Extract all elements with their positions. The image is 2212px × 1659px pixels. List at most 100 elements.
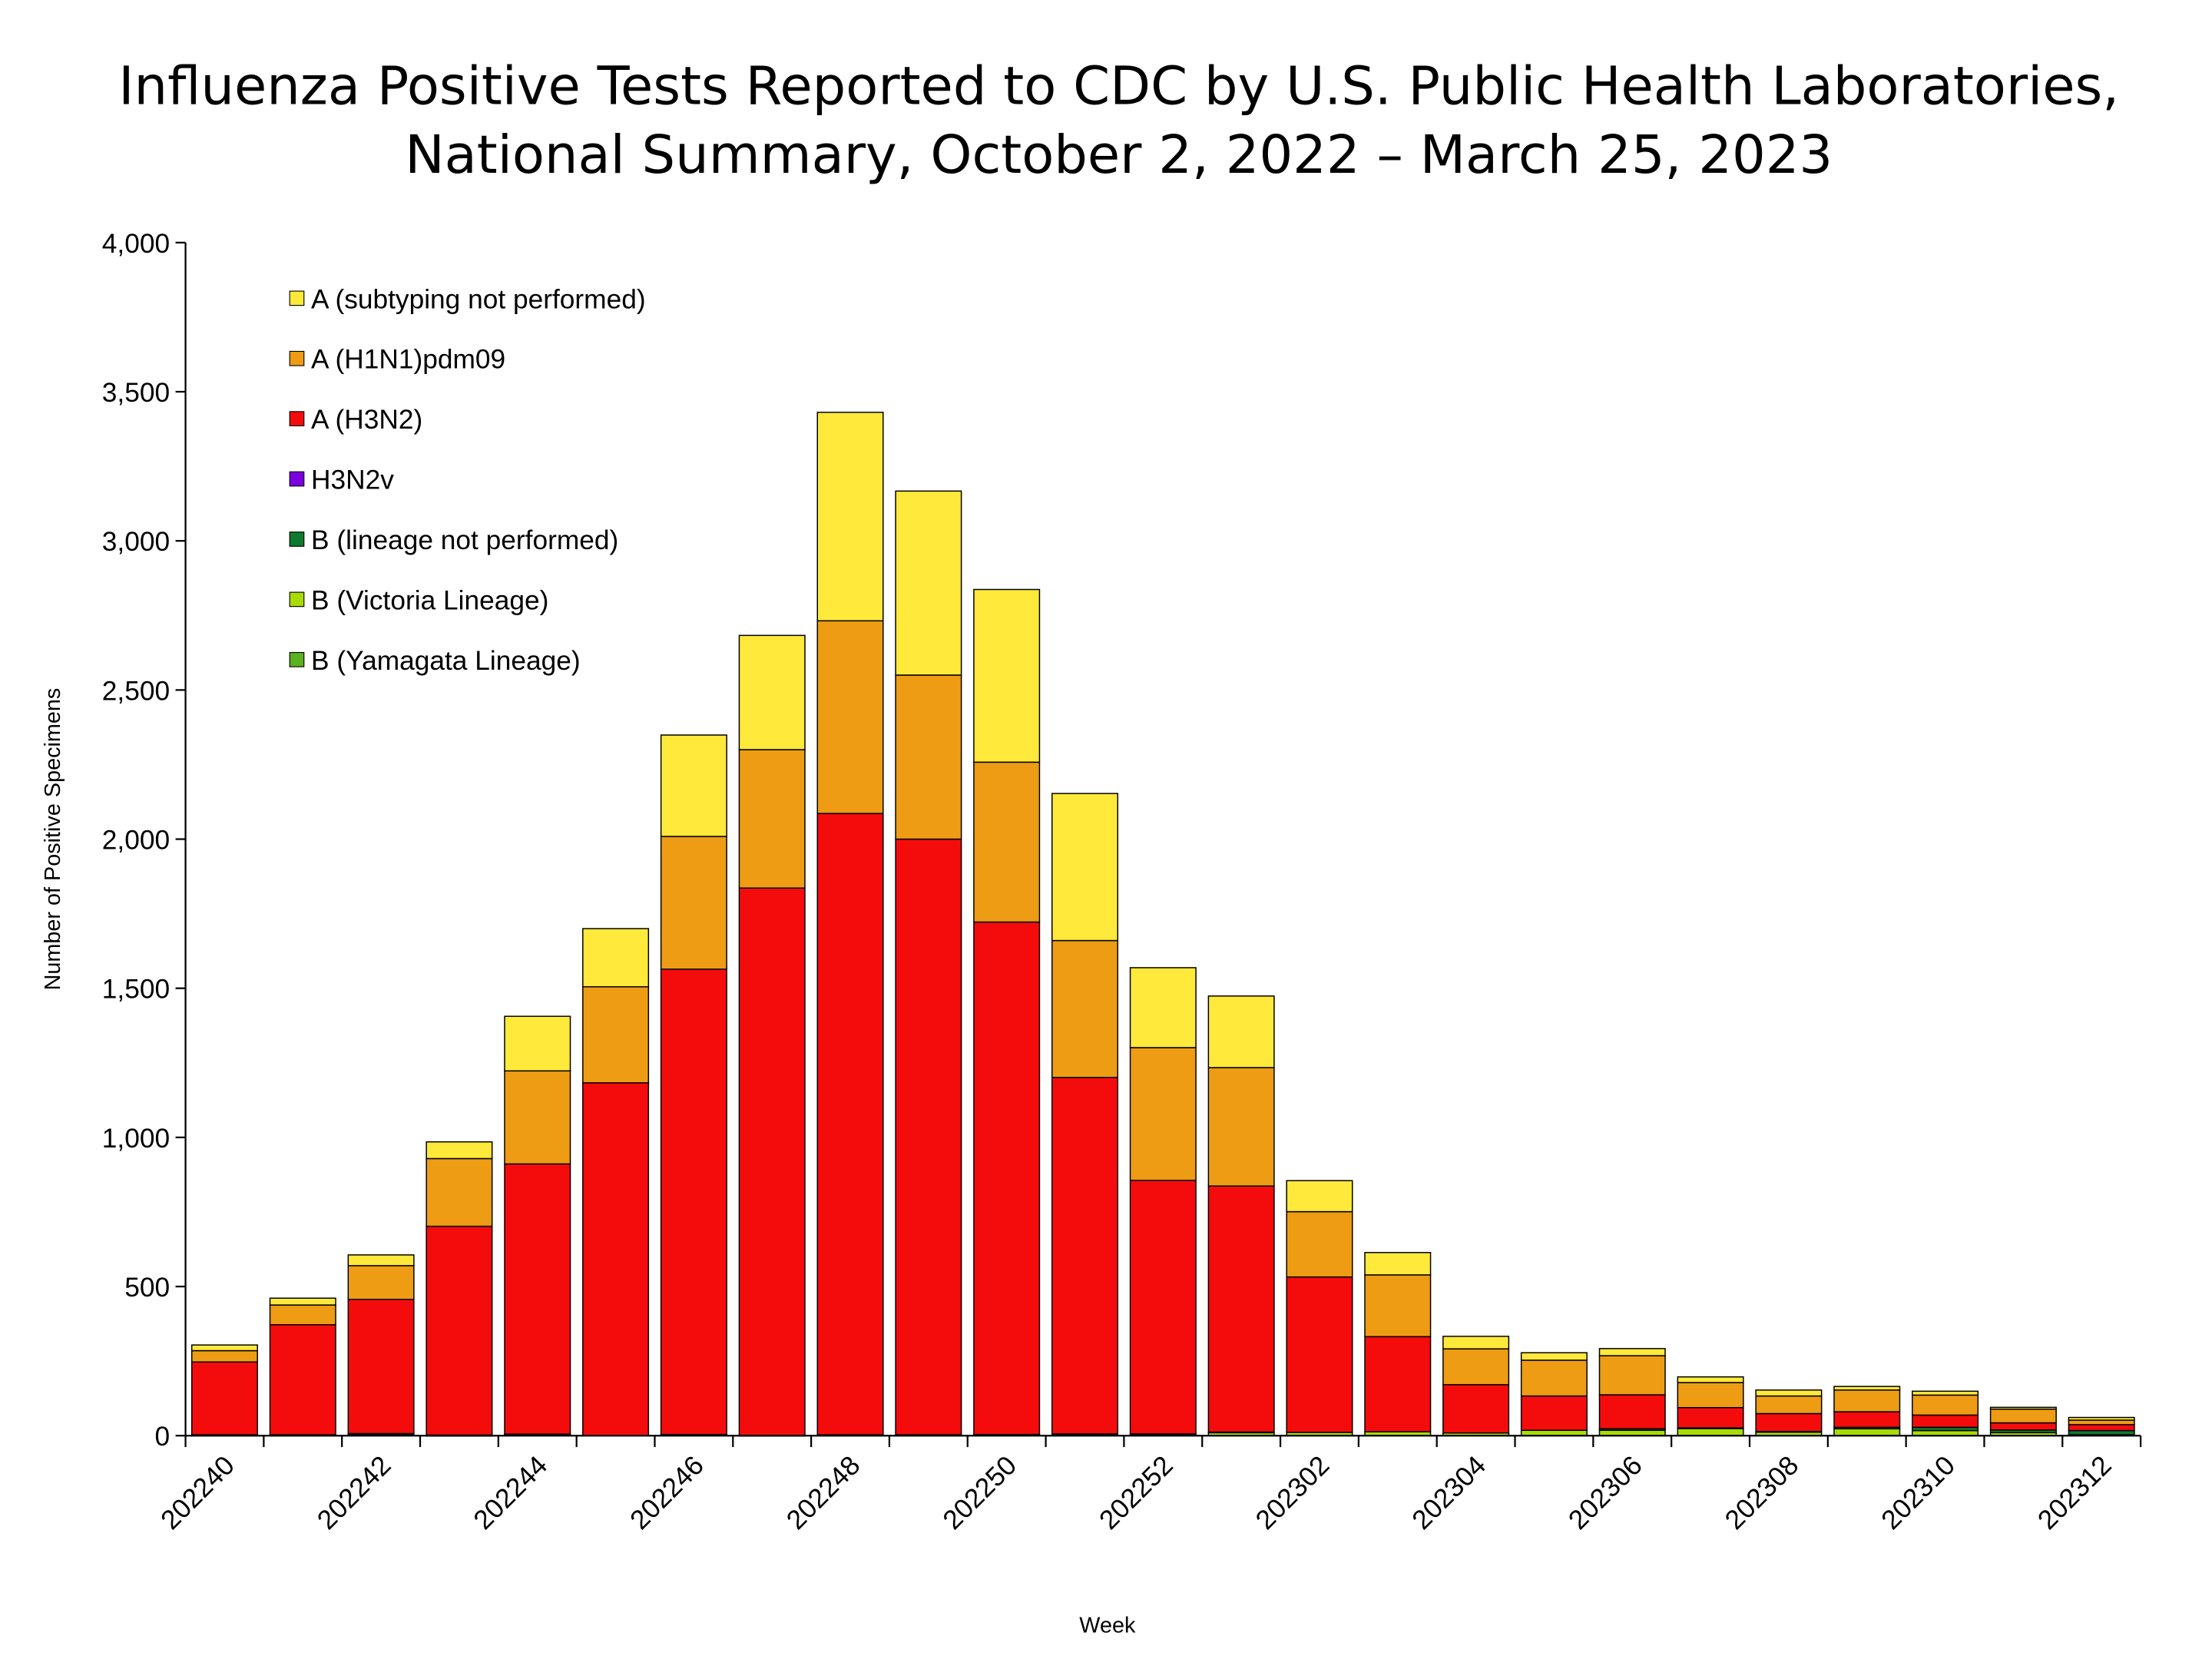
bar-segment-a-h1n1-pdm09-202310 [1912,1394,1979,1416]
bar-stack-202244 [504,1015,571,1436]
bar-stack-202252 [1129,967,1197,1436]
bar-segment-a-h3n2--202240 [190,1361,258,1435]
bar-segment-a-subtyping-not-performed--202310 [1912,1390,1979,1396]
bar-segment-a-h1n1-pdm09-202312 [2068,1419,2135,1426]
bar-segment-a-subtyping-not-performed--202311 [1989,1406,2057,1410]
x-tick-label: 202304 [1406,1450,1492,1535]
bar-stack-202251 [1051,793,1119,1436]
bar-segment-b-victoria-lineage--202307 [1677,1428,1744,1436]
bar-segment-a-h3n2--202306 [1598,1394,1666,1430]
bar-stack-202245 [582,928,650,1436]
bar-segment-a-h1n1-pdm09-202243 [426,1157,493,1227]
bar-segment-a-h1n1-pdm09-202250 [973,761,1041,923]
bar-segment-a-h3n2--202241 [269,1324,336,1435]
bar-stack-202240 [190,1344,258,1437]
bar-segment-a-subtyping-not-performed--202312 [2068,1416,2135,1421]
bar-segment-a-h1n1-pdm09-202251 [1051,939,1119,1078]
legend-label: A (H3N2) [311,405,422,435]
x-tick-label: 202242 [312,1450,397,1535]
legend-swatch [289,531,305,547]
bar-stack-202243 [426,1141,493,1437]
bar-stack-202248 [816,412,884,1437]
bar-segment-a-subtyping-not-performed--202251 [1051,793,1119,942]
bar-segment-a-subtyping-not-performed--202243 [426,1141,493,1160]
bar-segment-a-h1n1-pdm09-202311 [1989,1408,2057,1424]
x-tick-label: 202302 [1250,1450,1336,1535]
bar-segment-a-h3n2--202305 [1520,1395,1588,1431]
bar-segment-a-h3n2--202247 [738,887,806,1436]
legend-swatch [289,350,305,366]
bar-segment-a-subtyping-not-performed--202304 [1442,1336,1510,1349]
bar-stack-202307 [1677,1376,1744,1436]
bar-segment-a-h1n1-pdm09-202248 [816,620,884,814]
bar-segment-a-subtyping-not-performed--202303 [1364,1252,1432,1276]
legend-item: A (H1N1)pdm09 [289,345,505,375]
bar-segment-a-h3n2--202312 [2068,1424,2135,1432]
bar-segment-a-subtyping-not-performed--202249 [895,490,962,676]
bar-stack-202241 [269,1297,336,1437]
bar-stack-202306 [1598,1348,1666,1436]
bar-stack-202312 [2068,1416,2135,1436]
bar-segment-a-h3n2--202303 [1364,1336,1432,1432]
x-tick-label: 202246 [624,1450,710,1535]
bar-segment-a-h1n1-pdm09-202308 [1755,1395,1823,1415]
bar-segment-a-h1n1-pdm09-202249 [895,674,962,840]
bar-segment-a-h1n1-pdm09-202245 [582,986,650,1084]
bar-segment-a-h1n1-pdm09-202303 [1364,1274,1432,1338]
bar-segment-a-subtyping-not-performed--202308 [1755,1389,1823,1397]
x-tick-label: 202308 [1720,1450,1805,1535]
x-tick-label: 202248 [781,1450,866,1535]
bar-segment-a-h3n2--202310 [1912,1414,1979,1429]
legend-swatch [289,591,305,608]
bars-layer [190,412,2135,1437]
bar-segment-a-h3n2--202309 [1833,1411,1901,1429]
bar-segment-a-subtyping-not-performed--202247 [738,634,806,750]
bar-segment-a-subtyping-not-performed--202241 [269,1297,336,1306]
bar-segment-a-h3n2--202301 [1207,1185,1275,1433]
bar-segment-a-h3n2--202245 [582,1082,650,1436]
legend-label: H3N2v [311,465,394,495]
bar-segment-a-h1n1-pdm09-202244 [504,1070,571,1165]
bar-segment-a-h3n2--202242 [347,1299,415,1435]
bar-segment-a-h1n1-pdm09-202240 [190,1349,258,1363]
bar-stack-202247 [738,634,806,1437]
x-axis-title: Week [1079,1614,1136,1638]
bar-segment-a-h1n1-pdm09-202246 [660,836,727,970]
legend-swatch [289,290,305,306]
legend-label: B (Victoria Lineage) [311,585,548,615]
legend-item: B (Yamagata Lineage) [289,646,581,676]
bar-stack-202303 [1364,1252,1432,1436]
legend-item: A (subtyping not performed) [289,284,646,314]
y-axis-title: Number of Positive Specimens [41,688,65,991]
bar-segment-b-lineage-not-performed--202312 [2068,1429,2135,1435]
legend-label: B (lineage not performed) [311,525,618,555]
bar-segment-a-subtyping-not-performed--202246 [660,734,727,837]
bar-stack-202310 [1912,1390,1979,1436]
bar-segment-a-h3n2--202307 [1677,1406,1744,1429]
bar-segment-a-h1n1-pdm09-202304 [1442,1348,1510,1386]
bar-segment-a-h3n2--202251 [1051,1077,1119,1435]
bar-segment-a-subtyping-not-performed--202307 [1677,1376,1744,1383]
bar-segment-a-subtyping-not-performed--202302 [1286,1180,1353,1213]
y-tick-label: 4,000 [102,229,170,259]
bar-segment-a-h1n1-pdm09-202301 [1207,1067,1275,1187]
bar-segment-a-subtyping-not-performed--202305 [1520,1352,1588,1361]
x-tick-label: 202310 [1876,1450,1961,1535]
x-tick-label: 202306 [1563,1450,1648,1535]
bar-stack-202246 [660,734,727,1436]
bar-segment-b-victoria-lineage--202309 [1833,1428,1901,1436]
x-tick-label: 202252 [1094,1450,1179,1535]
bar-segment-a-subtyping-not-performed--202244 [504,1015,571,1072]
bar-segment-a-h1n1-pdm09-202306 [1598,1355,1666,1396]
bar-segment-a-h3n2--202248 [816,813,884,1435]
bar-stack-202311 [1989,1406,2057,1436]
bar-segment-a-h1n1-pdm09-202252 [1129,1047,1197,1181]
y-tick-label: 2,500 [102,676,170,706]
x-tick-label: 202240 [155,1450,240,1535]
y-tick-label: 1,000 [102,1124,170,1154]
bar-segment-a-h3n2--202243 [426,1225,493,1436]
bar-stack-202249 [895,490,962,1437]
y-tick-label: 1,500 [102,975,170,1005]
bar-segment-a-h3n2--202250 [973,921,1041,1435]
